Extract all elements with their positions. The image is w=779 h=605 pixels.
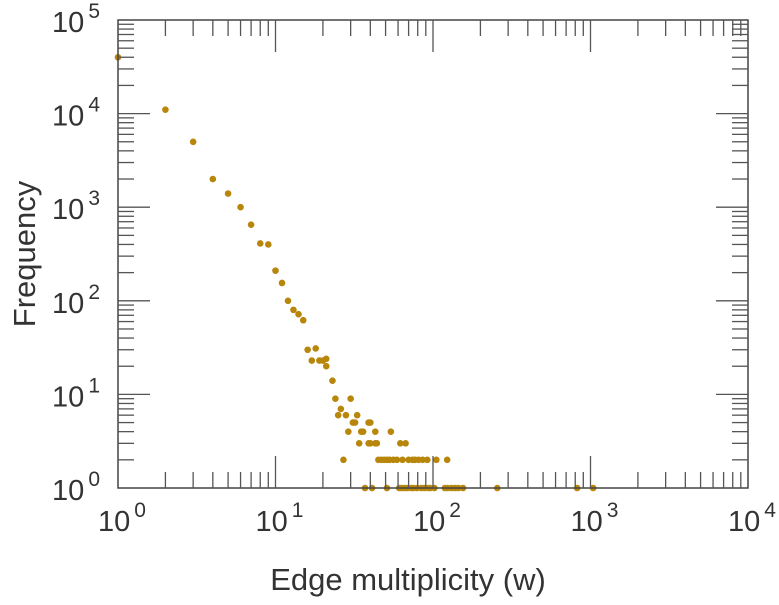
data-point — [256, 240, 264, 247]
data-point — [397, 440, 404, 447]
y-tick-label: 10 1 — [52, 374, 100, 413]
data-point — [162, 106, 169, 114]
data-point — [278, 279, 286, 287]
data-point — [355, 440, 363, 447]
data-point — [393, 456, 401, 464]
x-tick-label: 10 3 — [571, 499, 619, 538]
data-point — [342, 411, 350, 419]
tick-labels: 10 0 10 1 10 2 10 3 10 4 10 0 10 1 10 2 10 3 10 4 10 5 — [52, 0, 776, 538]
y-tick-label: 10 2 — [52, 281, 100, 320]
data-point — [402, 440, 409, 447]
x-tick-label: 10 2 — [413, 499, 461, 538]
data-point — [334, 411, 342, 419]
data-point — [322, 362, 330, 370]
data-point — [340, 456, 347, 464]
data-point — [359, 428, 367, 435]
data-point — [367, 440, 374, 447]
x-tick-label: 10 0 — [98, 499, 146, 538]
data-point — [419, 456, 426, 464]
data-point — [423, 456, 431, 464]
data-point — [433, 456, 440, 464]
y-tick-label: 10 5 — [52, 0, 100, 39]
data-point — [387, 428, 395, 435]
data-point — [322, 355, 330, 363]
data-point — [353, 411, 361, 419]
data-point — [272, 267, 279, 274]
x-tick-label: 10 1 — [256, 499, 304, 538]
data-point — [399, 456, 406, 464]
data-point — [304, 346, 311, 354]
data-point — [443, 456, 451, 464]
x-axis-label: Edge multiplicity (w) — [270, 562, 546, 597]
data-point — [264, 241, 272, 248]
data-point — [332, 395, 339, 402]
data-point — [345, 428, 352, 435]
data-points — [114, 53, 597, 492]
data-point — [237, 203, 244, 211]
data-point — [189, 138, 197, 146]
data-point — [329, 377, 336, 385]
data-point — [224, 190, 232, 197]
y-axis-label: Frequency — [7, 180, 42, 327]
axis-ticks — [118, 20, 748, 488]
plot-frame — [117, 19, 749, 489]
data-point — [284, 297, 292, 305]
x-tick-label: 10 4 — [728, 499, 776, 538]
data-point — [373, 440, 381, 447]
data-point — [290, 306, 297, 314]
data-point — [209, 175, 217, 183]
y-tick-label: 10 3 — [52, 187, 100, 226]
data-point — [247, 221, 255, 229]
data-point — [337, 405, 345, 413]
data-point — [351, 419, 359, 426]
data-point — [347, 395, 354, 402]
data-point — [299, 316, 307, 324]
y-tick-label: 10 4 — [52, 94, 100, 133]
data-point — [308, 357, 316, 364]
data-point — [371, 428, 379, 435]
data-point — [295, 310, 302, 318]
data-point — [312, 345, 320, 352]
y-tick-label: 10 0 — [52, 468, 100, 507]
data-point — [367, 419, 374, 426]
